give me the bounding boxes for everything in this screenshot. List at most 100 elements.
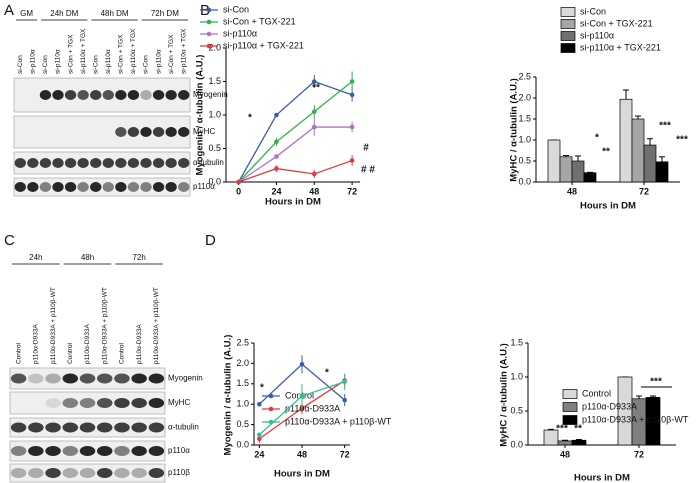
blot-band [14,182,26,192]
series-line [238,80,353,183]
legend-marker [206,7,212,13]
blot-band [39,90,52,100]
lane-label: Control [119,342,126,364]
significance-mark: ** [312,83,320,94]
lane-label: si-p110α [155,49,162,74]
y-axis-label: Myogenin / α-tubulin (A.U.) [195,55,206,176]
legend-marker [268,393,274,399]
blot-band [131,446,147,456]
y-tick-label: 1.5 [236,378,249,388]
blot-band [114,468,130,478]
lane-label: si-Con [42,55,49,74]
lane-label: Control [67,342,74,364]
blot-band [96,373,113,384]
significance-mark: *** [556,424,568,435]
blot-band [178,90,190,100]
point [257,401,262,407]
y-axis-label: Myogenin / α-tubulin (A.U.) [223,335,234,456]
blot-band [140,90,152,100]
point [274,112,279,118]
significance-mark: * [248,113,252,124]
blot-band [79,422,96,433]
lane-label: p110α-D933A [136,324,143,364]
point [274,166,279,171]
panel-label: D [205,232,216,249]
panel-label: A [4,2,14,19]
lane-label: si-p110α [105,49,112,74]
bar [619,98,633,183]
significance-mark: # [363,143,369,154]
x-tick-label: 24 [271,186,281,196]
blot-band [45,422,61,433]
bar [543,429,559,446]
y-tick-label: 2.5 [236,337,249,347]
blot-band [115,127,127,137]
bar [559,156,573,183]
blot-band [45,468,61,478]
protein-label: p110α [168,446,190,455]
legend-swatch [562,402,578,412]
blot-band [62,422,79,433]
x-tick-label: 48 [309,186,319,196]
y-tick-label: 0.0 [208,176,221,186]
point [311,171,317,177]
x-axis-label: Hours in DM [265,197,321,208]
y-tick-label: 0.0 [510,439,523,449]
point [349,79,355,84]
blot-band [77,90,89,100]
blot-band [114,446,130,456]
y-tick-label: 1.0 [208,109,221,119]
x-tick-label: 0 [236,186,241,196]
bar [631,118,645,183]
significance-mark: *** [676,135,688,146]
blot-band [178,127,190,137]
lane-label: si-p110α [55,49,62,74]
blot-band [28,446,44,456]
blot-band [10,422,27,433]
y-tick-label: 2.0 [208,42,221,52]
blot-band [90,182,102,192]
legend-label: p110α-D933A [285,403,340,413]
blot-band [114,373,130,384]
bar [643,144,657,183]
y-tick-label: 1.5 [208,76,221,86]
y-tick-label: 2.5 [518,71,531,81]
y-tick-label: 1.0 [236,399,249,409]
legend-label: si-Con + TGX-221 [580,18,653,28]
blot-band [45,446,61,456]
x-axis-label: Hours in DM [574,473,630,483]
bar [583,172,597,183]
lane-label: si-Con + TGX [168,34,175,74]
lane-label: si-p110α + TGX [80,28,87,74]
blot-band [28,422,44,433]
point [311,109,317,114]
y-tick-label: 0.5 [208,143,221,153]
lane-label: Control [15,342,22,364]
blot-band [27,182,39,192]
lane-group-label: GM [20,9,33,18]
blot-band [62,398,79,408]
blot-band [79,398,96,408]
blot-band [62,468,79,478]
lane-label: si-Con [17,55,24,74]
legend-marker [206,43,212,49]
legend-marker [206,31,212,37]
blot-band [131,373,147,384]
legend-marker [268,419,274,425]
point [299,393,305,399]
y-tick-label: 2.0 [518,92,531,102]
blot-band [96,422,113,433]
blot-band [152,182,165,192]
y-tick-label: 1.0 [510,371,523,381]
x-axis-label: Hours in DM [580,201,636,212]
point [349,92,355,98]
blot-band [131,422,147,433]
legend-label: si-Con [580,6,606,16]
y-axis-label: MyHC / α-tubulin (A.U.) [509,78,520,181]
legend-swatch [562,389,578,399]
blot-band [152,158,165,168]
blot-band [165,127,177,137]
blot-band [102,90,114,100]
blot-band [62,373,79,384]
blot-band [114,422,130,433]
